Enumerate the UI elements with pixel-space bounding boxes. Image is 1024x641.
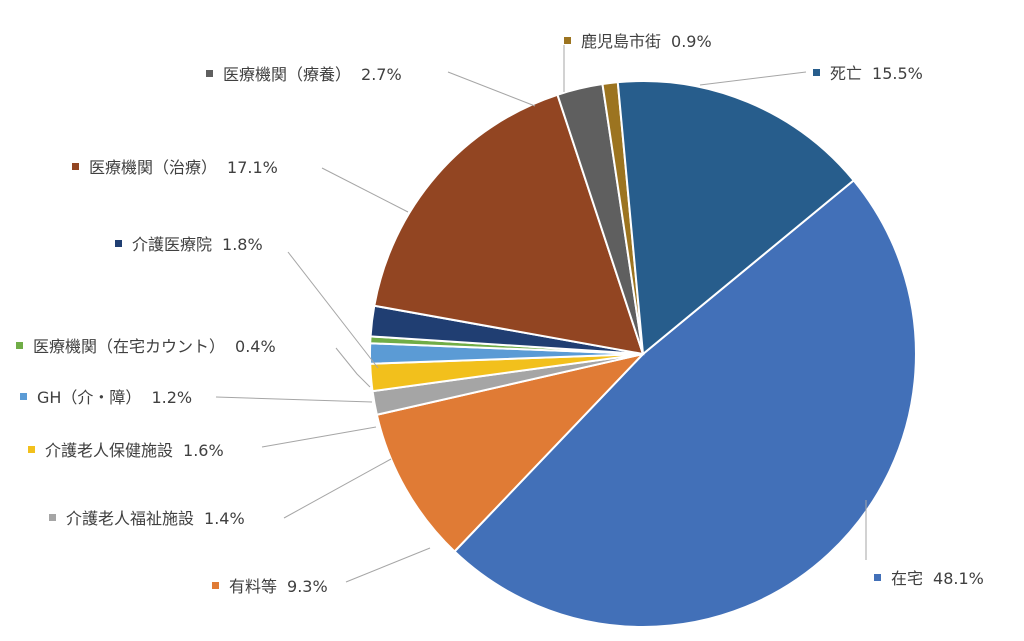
data-label-6: 医療機関（在宅カウント） 0.4% — [33, 337, 276, 356]
label-marker-1 — [874, 574, 881, 581]
slice-value-10: 0.9% — [671, 32, 712, 51]
pie-slice-8 — [373, 93, 645, 356]
data-label-2: 有料等 9.3% — [229, 577, 328, 596]
slice-value-6: 0.4% — [235, 337, 276, 356]
slice-value-9: 2.7% — [361, 65, 402, 84]
slice-name-6: 医療機関（在宅カウント） — [33, 337, 225, 356]
data-label-4: 介護老人保健施設 1.6% — [45, 441, 224, 460]
slice-name-5: GH（介・障） — [37, 388, 141, 407]
leader-line-8 — [321, 167, 409, 213]
leader-line-3 — [283, 458, 392, 519]
leader-line-11 — [699, 71, 807, 86]
pie-slice-11 — [616, 80, 856, 356]
slice-value-3: 1.4% — [204, 509, 245, 528]
leader-lines — [215, 45, 867, 583]
slice-value-1: 48.1% — [933, 569, 984, 588]
data-label-3: 介護老人福祉施設 1.4% — [66, 509, 245, 528]
leader-line-7 — [287, 251, 379, 369]
leader-line-6 — [335, 347, 371, 388]
data-label-5: GH（介・障） 1.2% — [37, 388, 192, 407]
label-marker-7 — [115, 240, 122, 247]
label-marker-10 — [564, 37, 571, 44]
data-label-8: 医療機関（治療） 17.1% — [89, 158, 278, 177]
leader-line-2 — [345, 547, 431, 583]
data-label-10: 鹿児島市街 0.9% — [581, 32, 712, 51]
leader-line-4 — [261, 426, 377, 448]
slice-name-2: 有料等 — [229, 577, 277, 596]
data-label-7: 介護医療院 1.8% — [132, 235, 263, 254]
slice-value-4: 1.6% — [183, 441, 224, 460]
pie-slice-2 — [375, 352, 647, 553]
slice-name-9: 医療機関（療養） — [223, 65, 351, 84]
slice-name-1: 在宅 — [891, 569, 923, 588]
data-label-11: 死亡 15.5% — [830, 64, 923, 83]
label-marker-2 — [212, 582, 219, 589]
label-marker-11 — [813, 69, 820, 76]
slice-name-10: 鹿児島市街 — [581, 32, 661, 51]
slice-name-11: 死亡 — [830, 64, 862, 83]
label-marker-9 — [206, 70, 213, 77]
slice-name-8: 医療機関（治療） — [89, 158, 217, 177]
slice-name-7: 介護医療院 — [132, 235, 212, 254]
label-marker-3 — [49, 514, 56, 521]
slice-name-3: 介護老人福祉施設 — [66, 509, 194, 528]
slice-value-8: 17.1% — [227, 158, 278, 177]
slice-value-11: 15.5% — [872, 64, 923, 83]
leader-line-5 — [215, 396, 373, 403]
data-labels: 在宅 48.1% 有料等 9.3% 介護老人福祉施設 1.4% 介護老人保健施設 1.6% GH… — [16, 32, 984, 596]
data-label-1: 在宅 48.1% — [891, 569, 984, 588]
slice-value-7: 1.8% — [222, 235, 263, 254]
slice-value-2: 9.3% — [287, 577, 328, 596]
pie-slices — [369, 80, 917, 628]
slice-name-4: 介護老人保健施設 — [45, 441, 173, 460]
label-marker-4 — [28, 446, 35, 453]
label-marker-8 — [72, 163, 79, 170]
label-marker-5 — [20, 393, 27, 400]
label-marker-6 — [16, 342, 23, 349]
slice-value-5: 1.2% — [151, 388, 192, 407]
pie-slice-1 — [453, 178, 917, 628]
leader-line-9 — [447, 71, 536, 107]
data-label-9: 医療機関（療養） 2.7% — [223, 65, 402, 84]
